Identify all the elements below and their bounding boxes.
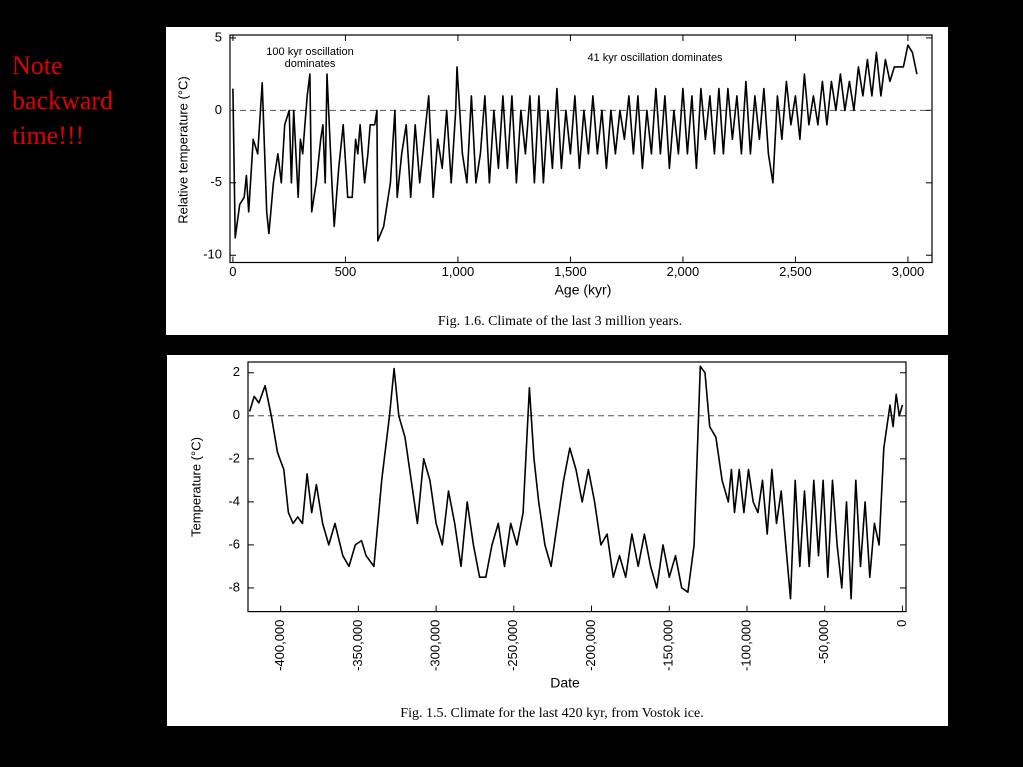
x-tick-label: -300,000: [428, 620, 443, 671]
x-tick-label: 0: [229, 264, 236, 279]
figure-caption: Fig. 1.6. Climate of the last 3 million …: [438, 314, 682, 329]
x-tick-label: -150,000: [661, 620, 676, 671]
x-tick-label: -50,000: [816, 620, 831, 664]
y-tick-label: -5: [210, 174, 222, 189]
y-tick-label: 5: [215, 29, 222, 44]
figure-caption: Fig. 1.5. Climate for the last 420 kyr, …: [400, 706, 703, 721]
x-axis-label: Date: [550, 675, 580, 691]
data-line: [232, 44, 918, 242]
x-tick-label: -350,000: [350, 620, 365, 671]
y-tick-label: 0: [215, 102, 222, 117]
x-tick-label: 3,000: [892, 264, 925, 279]
plot-frame: [247, 361, 907, 613]
annotation: 100 kyr oscillation dominates: [266, 46, 354, 70]
x-tick-label: -200,000: [583, 620, 598, 671]
y-axis-label: Relative temperature (°C): [175, 76, 190, 224]
y-tick-label: -2: [228, 450, 240, 465]
annotation: 41 kyr oscillation dominates: [587, 52, 723, 64]
note: Note backward time!!!: [12, 51, 114, 150]
figure-panel: [166, 27, 948, 335]
y-tick-label: -6: [228, 536, 240, 551]
plot-frame: [229, 34, 933, 264]
x-tick-label: 1,500: [554, 264, 587, 279]
y-tick-label: -8: [228, 579, 240, 594]
x-tick-label: 2,500: [779, 264, 812, 279]
y-tick-label: -4: [228, 493, 240, 508]
y-tick-label: 2: [233, 364, 240, 379]
y-tick-label: -10: [203, 247, 222, 262]
y-axis-label: Temperature (°C): [188, 437, 203, 537]
x-tick-label: 2,000: [667, 264, 700, 279]
x-tick-label: -400,000: [272, 620, 287, 671]
y-tick-label: 0: [233, 407, 240, 422]
x-axis-label: Age (kyr): [555, 282, 612, 298]
x-tick-label: 0: [894, 620, 909, 627]
x-tick-label: 1,000: [442, 264, 475, 279]
x-tick-label: -250,000: [505, 620, 520, 671]
x-tick-label: -100,000: [738, 620, 753, 671]
data-line: [248, 365, 904, 600]
x-tick-label: 500: [335, 264, 357, 279]
